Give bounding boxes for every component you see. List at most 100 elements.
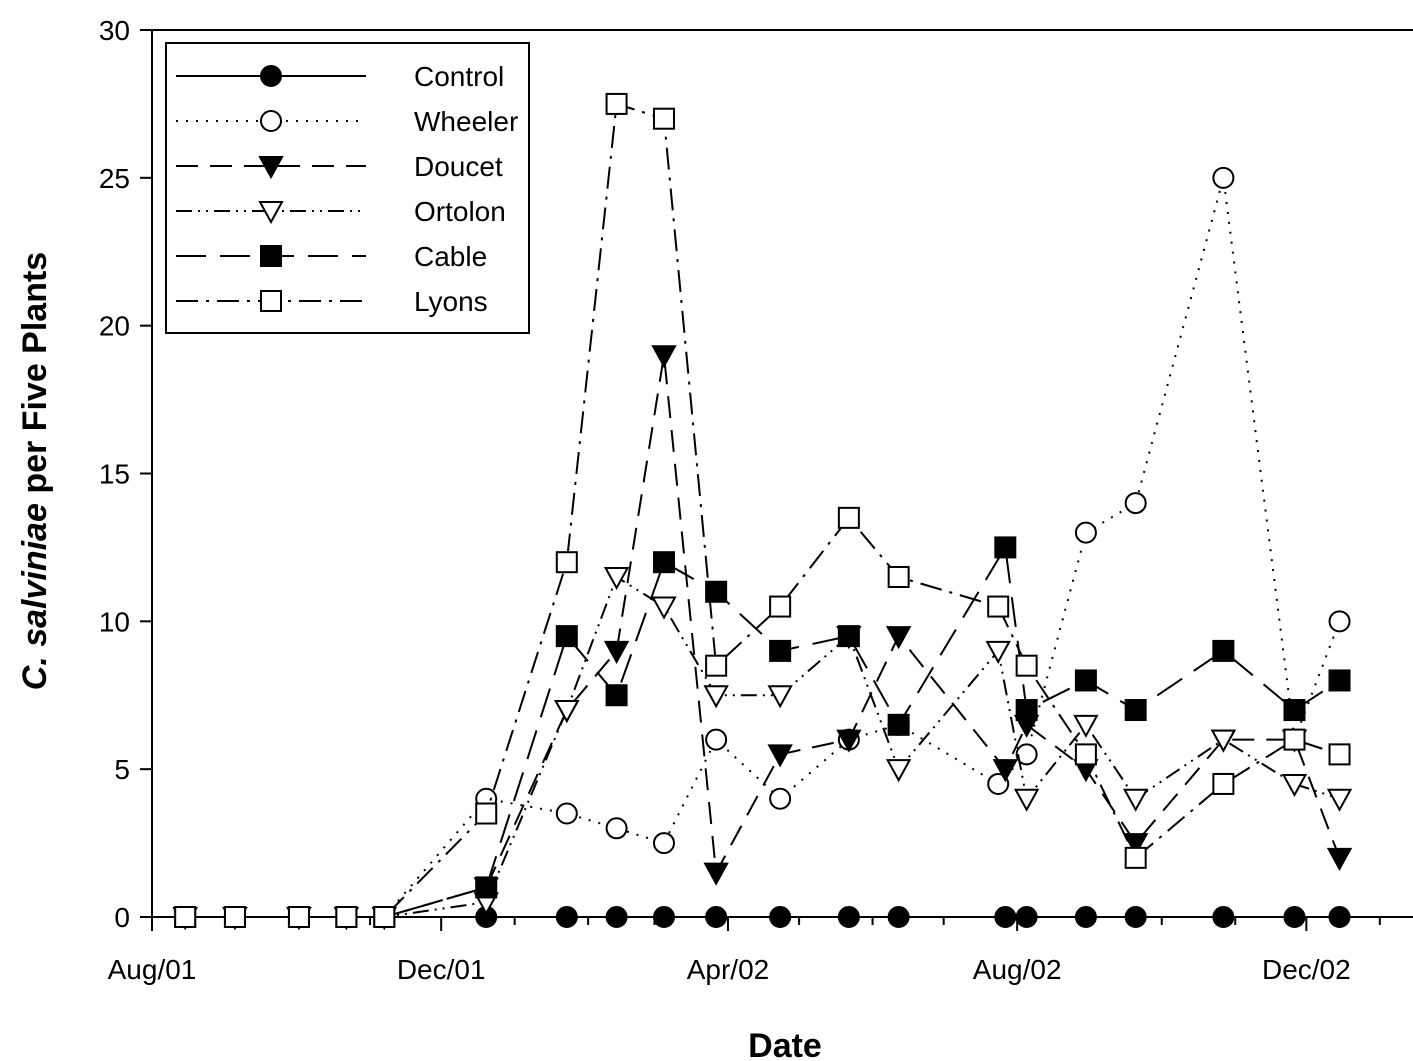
y-tick-label: 20 — [99, 311, 130, 342]
y-tick-label: 30 — [99, 15, 130, 46]
data-point-cable — [1328, 669, 1351, 692]
axes: 0 5 10 15 20 25 30 Aug/01 Dec/01 Apr/02 Aug/02 Dec/… — [99, 15, 1413, 985]
y-tick-label: 0 — [114, 902, 130, 933]
legend-label-control: Control — [414, 61, 504, 92]
data-point-doucet — [1122, 833, 1149, 857]
x-tick-label: Dec/01 — [397, 954, 486, 985]
legend-marker-control — [260, 65, 282, 87]
data-point-control — [1283, 906, 1306, 928]
data-point-control — [887, 906, 910, 928]
data-point-cable — [652, 551, 675, 574]
data-point-lyons — [652, 107, 675, 130]
data-point-ortolon — [1122, 788, 1149, 812]
y-tick-label: 5 — [114, 754, 130, 785]
data-point-lyons — [373, 906, 396, 928]
data-point-cable — [1074, 669, 1097, 692]
y-tick-label: 10 — [99, 606, 130, 637]
legend-item-wheeler: Wheeler — [176, 106, 518, 137]
legend-label-lyons: Lyons — [414, 286, 488, 317]
data-point-lyons — [1212, 772, 1235, 795]
data-point-control — [705, 906, 728, 928]
data-point-wheeler — [705, 728, 728, 751]
legend-marker-doucet — [258, 156, 284, 180]
legend-marker-wheeler — [260, 110, 282, 132]
series-lyons — [174, 92, 1351, 928]
data-point-wheeler — [987, 772, 1010, 795]
data-point-lyons — [555, 551, 578, 574]
data-point-wheeler — [1015, 743, 1038, 766]
data-point-cable — [1283, 699, 1306, 722]
data-point-ortolon — [885, 759, 912, 783]
data-point-lyons — [837, 506, 860, 529]
data-point-lyons — [223, 906, 246, 928]
data-point-ortolon — [1210, 729, 1237, 753]
x-tick-label: Aug/02 — [973, 954, 1062, 985]
data-point-cable — [994, 536, 1017, 559]
series-line-cable — [185, 544, 1341, 918]
data-point-ortolon — [603, 566, 630, 591]
series-layer — [172, 92, 1353, 930]
legend-item-cable: Cable — [176, 241, 487, 272]
data-point-control — [994, 906, 1017, 928]
data-point-doucet — [992, 759, 1018, 783]
legend-label-cable: Cable — [414, 241, 487, 272]
data-point-lyons — [987, 595, 1010, 618]
data-point-lyons — [475, 802, 498, 825]
data-point-lyons — [605, 92, 628, 115]
data-point-control — [769, 906, 792, 928]
data-point-ortolon — [651, 596, 677, 620]
x-tick-label: Aug/01 — [108, 954, 197, 985]
data-point-wheeler — [652, 832, 675, 855]
data-point-lyons — [1328, 743, 1351, 766]
legend-item-lyons: Lyons — [176, 286, 488, 317]
data-point-cable — [769, 639, 792, 662]
data-point-control — [1212, 906, 1235, 928]
legend-marker-lyons — [260, 290, 282, 312]
data-point-doucet — [651, 345, 677, 369]
data-point-cable — [1124, 699, 1147, 722]
legend-item-doucet: Doucet — [176, 151, 503, 182]
data-point-control — [1328, 906, 1351, 928]
legend-label-wheeler: Wheeler — [414, 106, 518, 137]
data-point-cable — [837, 625, 860, 648]
x-axis-title: Date — [748, 1027, 822, 1061]
legend-label-ortolon: Ortolon — [414, 196, 506, 227]
legend-box — [165, 42, 530, 334]
data-point-lyons — [1124, 846, 1147, 869]
y-axis-title-rest: per Five Plants — [16, 252, 54, 503]
data-point-lyons — [1074, 743, 1097, 766]
data-point-ortolon — [1013, 788, 1040, 812]
data-point-ortolon — [554, 700, 580, 724]
y-axis-title-italic: C. salviniae — [16, 503, 54, 690]
data-point-control — [837, 906, 860, 928]
series-line-ortolon — [185, 575, 1340, 918]
y-tick-label: 15 — [99, 459, 130, 490]
data-point-wheeler — [605, 817, 628, 840]
x-tick-label: Dec/02 — [1262, 954, 1351, 985]
data-point-lyons — [705, 654, 728, 677]
data-point-cable — [605, 684, 628, 707]
data-point-cable — [1015, 699, 1038, 722]
series-doucet — [172, 345, 1353, 930]
y-tick-label: 25 — [99, 163, 130, 194]
data-point-ortolon — [985, 640, 1011, 664]
legend: Control Wheeler Doucet Ortolon Cable Lyons — [165, 42, 530, 334]
y-axis-title: C. salviniae per Five Plants — [16, 252, 54, 690]
data-point-cable — [1212, 639, 1235, 662]
data-point-lyons — [174, 906, 197, 928]
data-point-wheeler — [1328, 610, 1351, 633]
data-point-lyons — [287, 906, 310, 928]
data-point-wheeler — [1124, 492, 1147, 515]
data-point-ortolon — [1281, 773, 1308, 798]
data-point-wheeler — [769, 787, 792, 810]
data-point-lyons — [887, 565, 910, 588]
data-point-control — [1015, 906, 1038, 928]
data-point-lyons — [1283, 728, 1306, 751]
data-point-control — [1074, 906, 1097, 928]
data-point-doucet — [1326, 847, 1353, 871]
data-point-ortolon — [767, 685, 793, 709]
data-point-cable — [475, 876, 498, 899]
legend-item-control: Control — [176, 61, 504, 92]
data-point-control — [555, 906, 578, 928]
